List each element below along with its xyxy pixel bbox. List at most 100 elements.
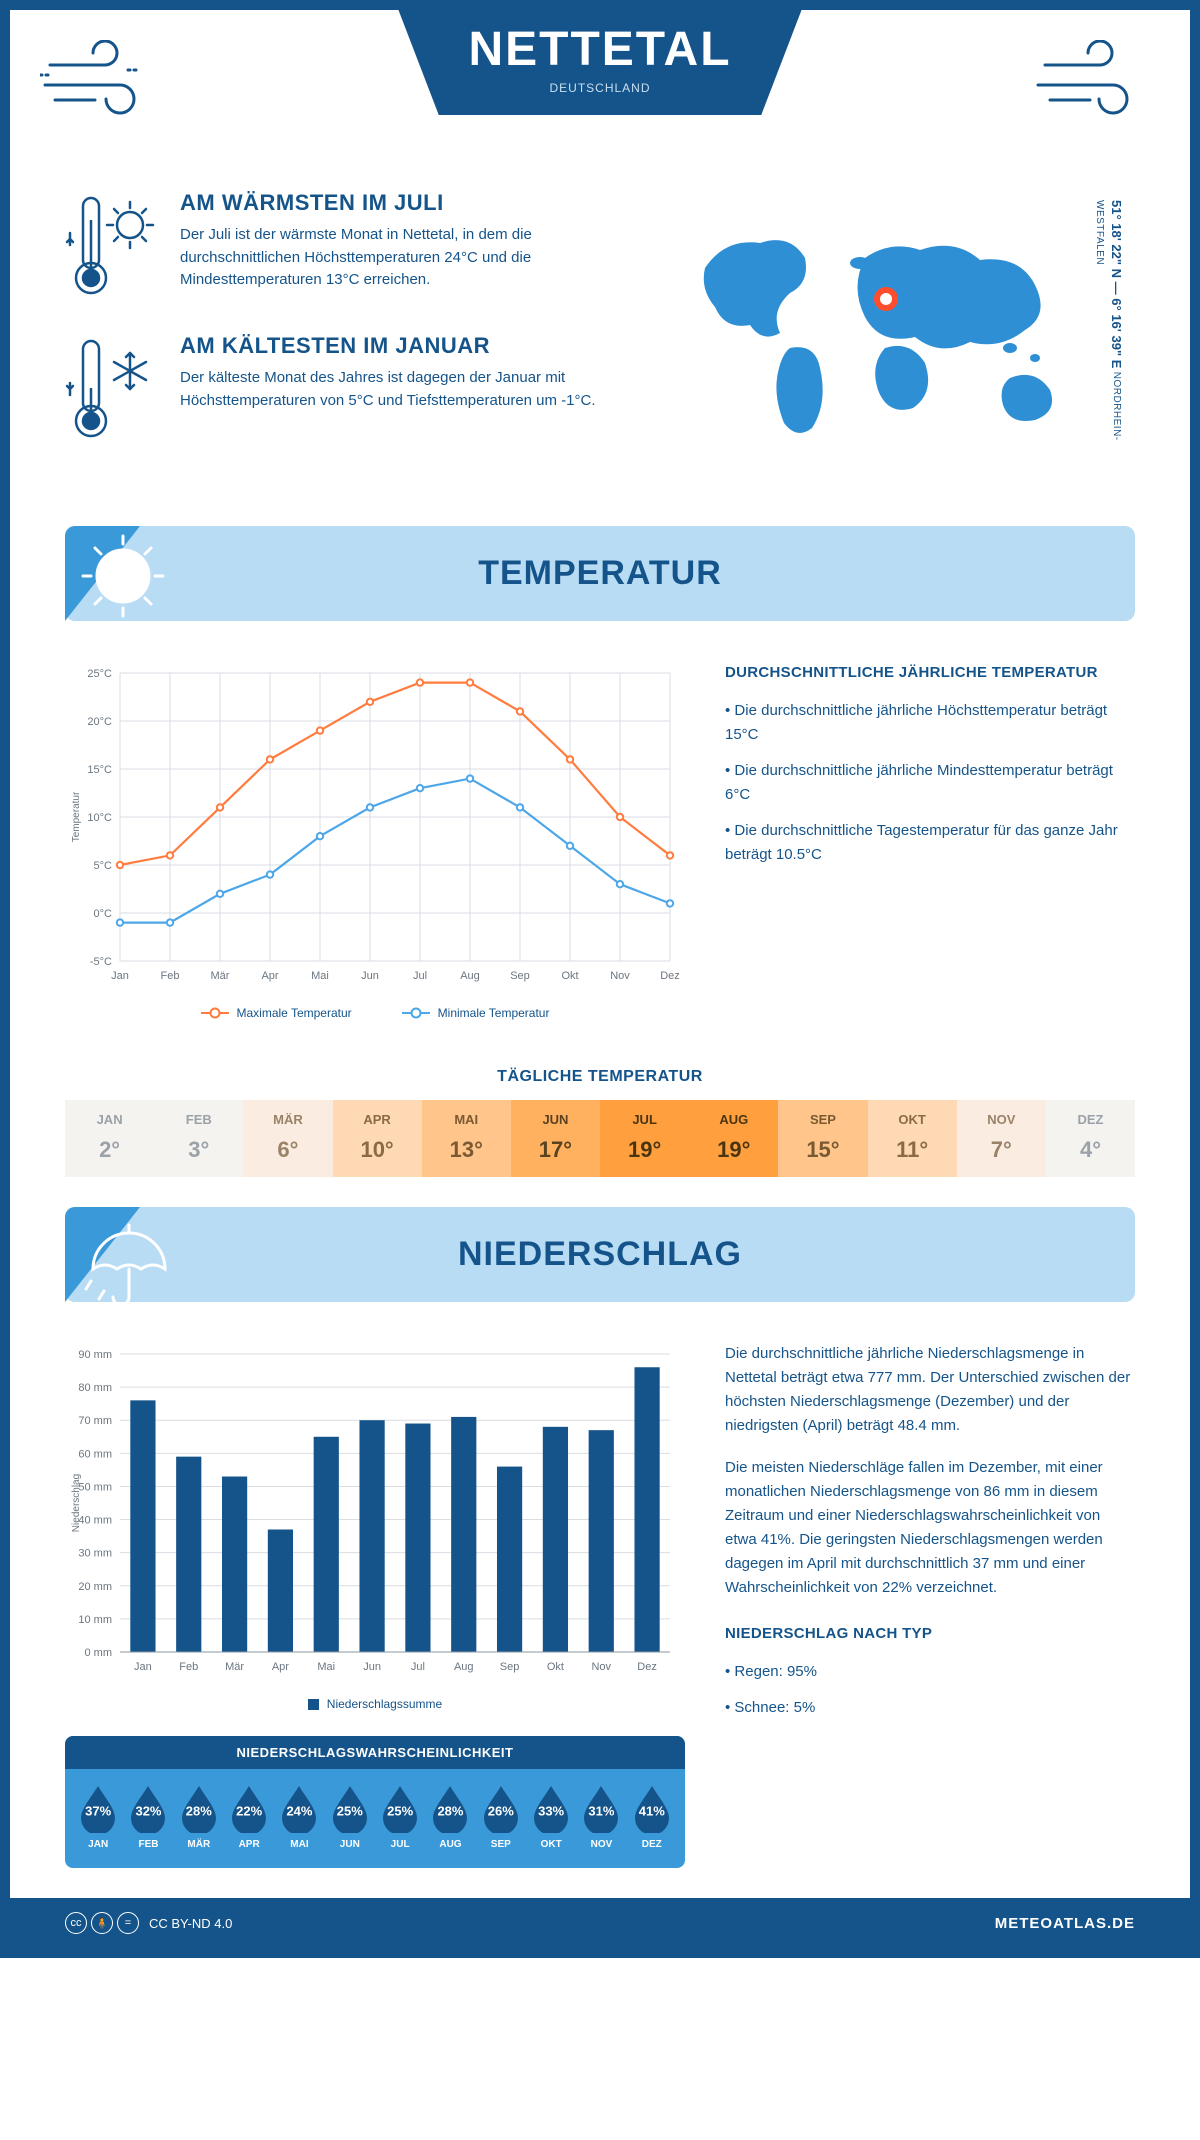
prob-drop: 25%JUN: [325, 1783, 375, 1850]
svg-text:Dez: Dez: [660, 970, 680, 982]
sun-icon: [71, 526, 191, 636]
svg-text:30 mm: 30 mm: [78, 1548, 112, 1560]
cc-icons: cc 🧍 =: [65, 1912, 139, 1934]
svg-text:Nov: Nov: [591, 1661, 611, 1673]
daily-temp-table: JAN2°FEB3°MÄR6°APR10°MAI13°JUN17°JUL19°A…: [65, 1100, 1135, 1177]
svg-text:10 mm: 10 mm: [78, 1614, 112, 1626]
prob-drop: 28%MÄR: [174, 1783, 224, 1850]
temp-cell: AUG19°: [689, 1100, 778, 1177]
temp-cell: OKT11°: [868, 1100, 957, 1177]
intro-section: AM WÄRMSTEN IM JULI Der Juli ist der wär…: [10, 150, 1190, 506]
svg-text:Jul: Jul: [411, 1661, 425, 1673]
precip-chart: 0 mm10 mm20 mm30 mm40 mm50 mm60 mm70 mm8…: [65, 1342, 685, 1868]
wind-icon: [40, 40, 170, 120]
precip-chart-row: 0 mm10 mm20 mm30 mm40 mm50 mm60 mm70 mm8…: [10, 1312, 1190, 1898]
temperature-title: TEMPERATUR: [478, 554, 722, 593]
city-title: NETTETAL: [468, 22, 731, 77]
svg-text:20°C: 20°C: [87, 716, 112, 728]
fact-warm-text: Der Juli ist der wärmste Monat in Nettet…: [180, 224, 605, 292]
prob-drop: 32%FEB: [123, 1783, 173, 1850]
fact-warm-title: AM WÄRMSTEN IM JULI: [180, 190, 605, 216]
svg-text:70 mm: 70 mm: [78, 1415, 112, 1427]
svg-text:Okt: Okt: [561, 970, 578, 982]
svg-text:Sep: Sep: [510, 970, 530, 982]
svg-text:Jan: Jan: [111, 970, 129, 982]
svg-text:Aug: Aug: [454, 1661, 474, 1673]
temp-sidebar-title: DURCHSCHNITTLICHE JÄHRLICHE TEMPERATUR: [725, 661, 1135, 685]
temp-cell: DEZ4°: [1046, 1100, 1135, 1177]
site-name: METEOATLAS.DE: [995, 1915, 1135, 1932]
prob-drop: 28%AUG: [425, 1783, 475, 1850]
temperature-line-chart: -5°C0°C5°C10°C15°C20°C25°CJanFebMärAprMa…: [65, 661, 685, 991]
svg-text:Okt: Okt: [547, 1661, 564, 1673]
svg-text:Temperatur: Temperatur: [71, 791, 82, 842]
country-label: DEUTSCHLAND: [468, 81, 731, 95]
prob-drop: 22%APR: [224, 1783, 274, 1850]
svg-text:Dez: Dez: [637, 1661, 657, 1673]
svg-text:90 mm: 90 mm: [78, 1349, 112, 1361]
prob-drop: 33%OKT: [526, 1783, 576, 1850]
prob-drop: 31%NOV: [576, 1783, 626, 1850]
svg-text:Aug: Aug: [460, 970, 480, 982]
nd-icon: =: [117, 1912, 139, 1934]
precip-bar-chart: 0 mm10 mm20 mm30 mm40 mm50 mm60 mm70 mm8…: [65, 1342, 685, 1682]
svg-text:Niederschlag: Niederschlag: [71, 1474, 82, 1532]
svg-text:40 mm: 40 mm: [78, 1515, 112, 1527]
svg-text:Mär: Mär: [211, 970, 230, 982]
svg-text:Jun: Jun: [363, 1661, 381, 1673]
probability-drops: 37%JAN32%FEB28%MÄR22%APR24%MAI25%JUN25%J…: [65, 1769, 685, 1854]
svg-text:Jan: Jan: [134, 1661, 152, 1673]
precip-p2: Die meisten Niederschläge fallen im Deze…: [725, 1456, 1135, 1600]
thermometer-snow-icon: [65, 333, 160, 448]
temperature-chart-row: -5°C0°C5°C10°C15°C20°C25°CJanFebMärAprMa…: [10, 631, 1190, 1050]
legend-max: Maximale Temperatur: [201, 1006, 352, 1020]
probability-box: NIEDERSCHLAGSWAHRSCHEINLICHKEIT 37%JAN32…: [65, 1736, 685, 1868]
svg-text:25°C: 25°C: [87, 668, 112, 680]
world-map-svg: [680, 213, 1100, 453]
svg-text:Apr: Apr: [261, 970, 278, 982]
legend-precip: Niederschlagssumme: [308, 1697, 442, 1711]
coordinates: 51° 18' 22" N — 6° 16' 39" E NORDRHEIN-W…: [1090, 200, 1125, 476]
fact-cold-text: Der kälteste Monat des Jahres ist dagege…: [180, 367, 605, 412]
license: cc 🧍 = CC BY-ND 4.0: [65, 1912, 232, 1934]
temp-cell: MÄR6°: [243, 1100, 332, 1177]
umbrella-icon: [71, 1211, 191, 1321]
footer: cc 🧍 = CC BY-ND 4.0 METEOATLAS.DE: [10, 1898, 1190, 1948]
svg-text:20 mm: 20 mm: [78, 1581, 112, 1593]
temp-cell: MAI13°: [422, 1100, 511, 1177]
daily-temp-title: TÄGLICHE TEMPERATUR: [10, 1068, 1190, 1086]
cc-icon: cc: [65, 1912, 87, 1934]
svg-text:Apr: Apr: [272, 1661, 289, 1673]
fact-coldest: AM KÄLTESTEN IM JANUAR Der kälteste Mona…: [65, 333, 605, 448]
coords-text: 51° 18' 22" N — 6° 16' 39" E: [1109, 200, 1124, 368]
temp-bullet: Die durchschnittliche jährliche Höchstte…: [725, 699, 1135, 747]
header: NETTETAL DEUTSCHLAND: [10, 10, 1190, 150]
temp-cell: JAN2°: [65, 1100, 154, 1177]
legend-min: Minimale Temperatur: [402, 1006, 550, 1020]
svg-text:Mai: Mai: [311, 970, 329, 982]
prob-drop: 41%DEZ: [627, 1783, 677, 1850]
svg-text:5°C: 5°C: [94, 860, 113, 872]
svg-text:80 mm: 80 mm: [78, 1382, 112, 1394]
precip-legend: Niederschlagssumme: [65, 1697, 685, 1711]
temp-cell: APR10°: [333, 1100, 422, 1177]
precip-type-title: NIEDERSCHLAG NACH TYP: [725, 1622, 1135, 1646]
svg-text:Feb: Feb: [179, 1661, 198, 1673]
fact-warmest: AM WÄRMSTEN IM JULI Der Juli ist der wär…: [65, 190, 605, 305]
world-map: 51° 18' 22" N — 6° 16' 39" E NORDRHEIN-W…: [645, 190, 1135, 476]
svg-text:10°C: 10°C: [87, 812, 112, 824]
svg-text:Sep: Sep: [500, 1661, 520, 1673]
svg-text:Jul: Jul: [413, 970, 427, 982]
temp-cell: FEB3°: [154, 1100, 243, 1177]
thermometer-sun-icon: [65, 190, 160, 305]
svg-text:-5°C: -5°C: [90, 956, 112, 968]
temp-legend: Maximale Temperatur Minimale Temperatur: [65, 1006, 685, 1020]
temperature-sidebar: DURCHSCHNITTLICHE JÄHRLICHE TEMPERATUR D…: [725, 661, 1135, 1020]
fact-cold-title: AM KÄLTESTEN IM JANUAR: [180, 333, 605, 359]
svg-text:15°C: 15°C: [87, 764, 112, 776]
svg-text:Nov: Nov: [610, 970, 630, 982]
temp-bullets: Die durchschnittliche jährliche Höchstte…: [725, 699, 1135, 867]
temp-cell: NOV7°: [957, 1100, 1046, 1177]
svg-text:0°C: 0°C: [94, 908, 113, 920]
precip-title: NIEDERSCHLAG: [458, 1235, 742, 1274]
